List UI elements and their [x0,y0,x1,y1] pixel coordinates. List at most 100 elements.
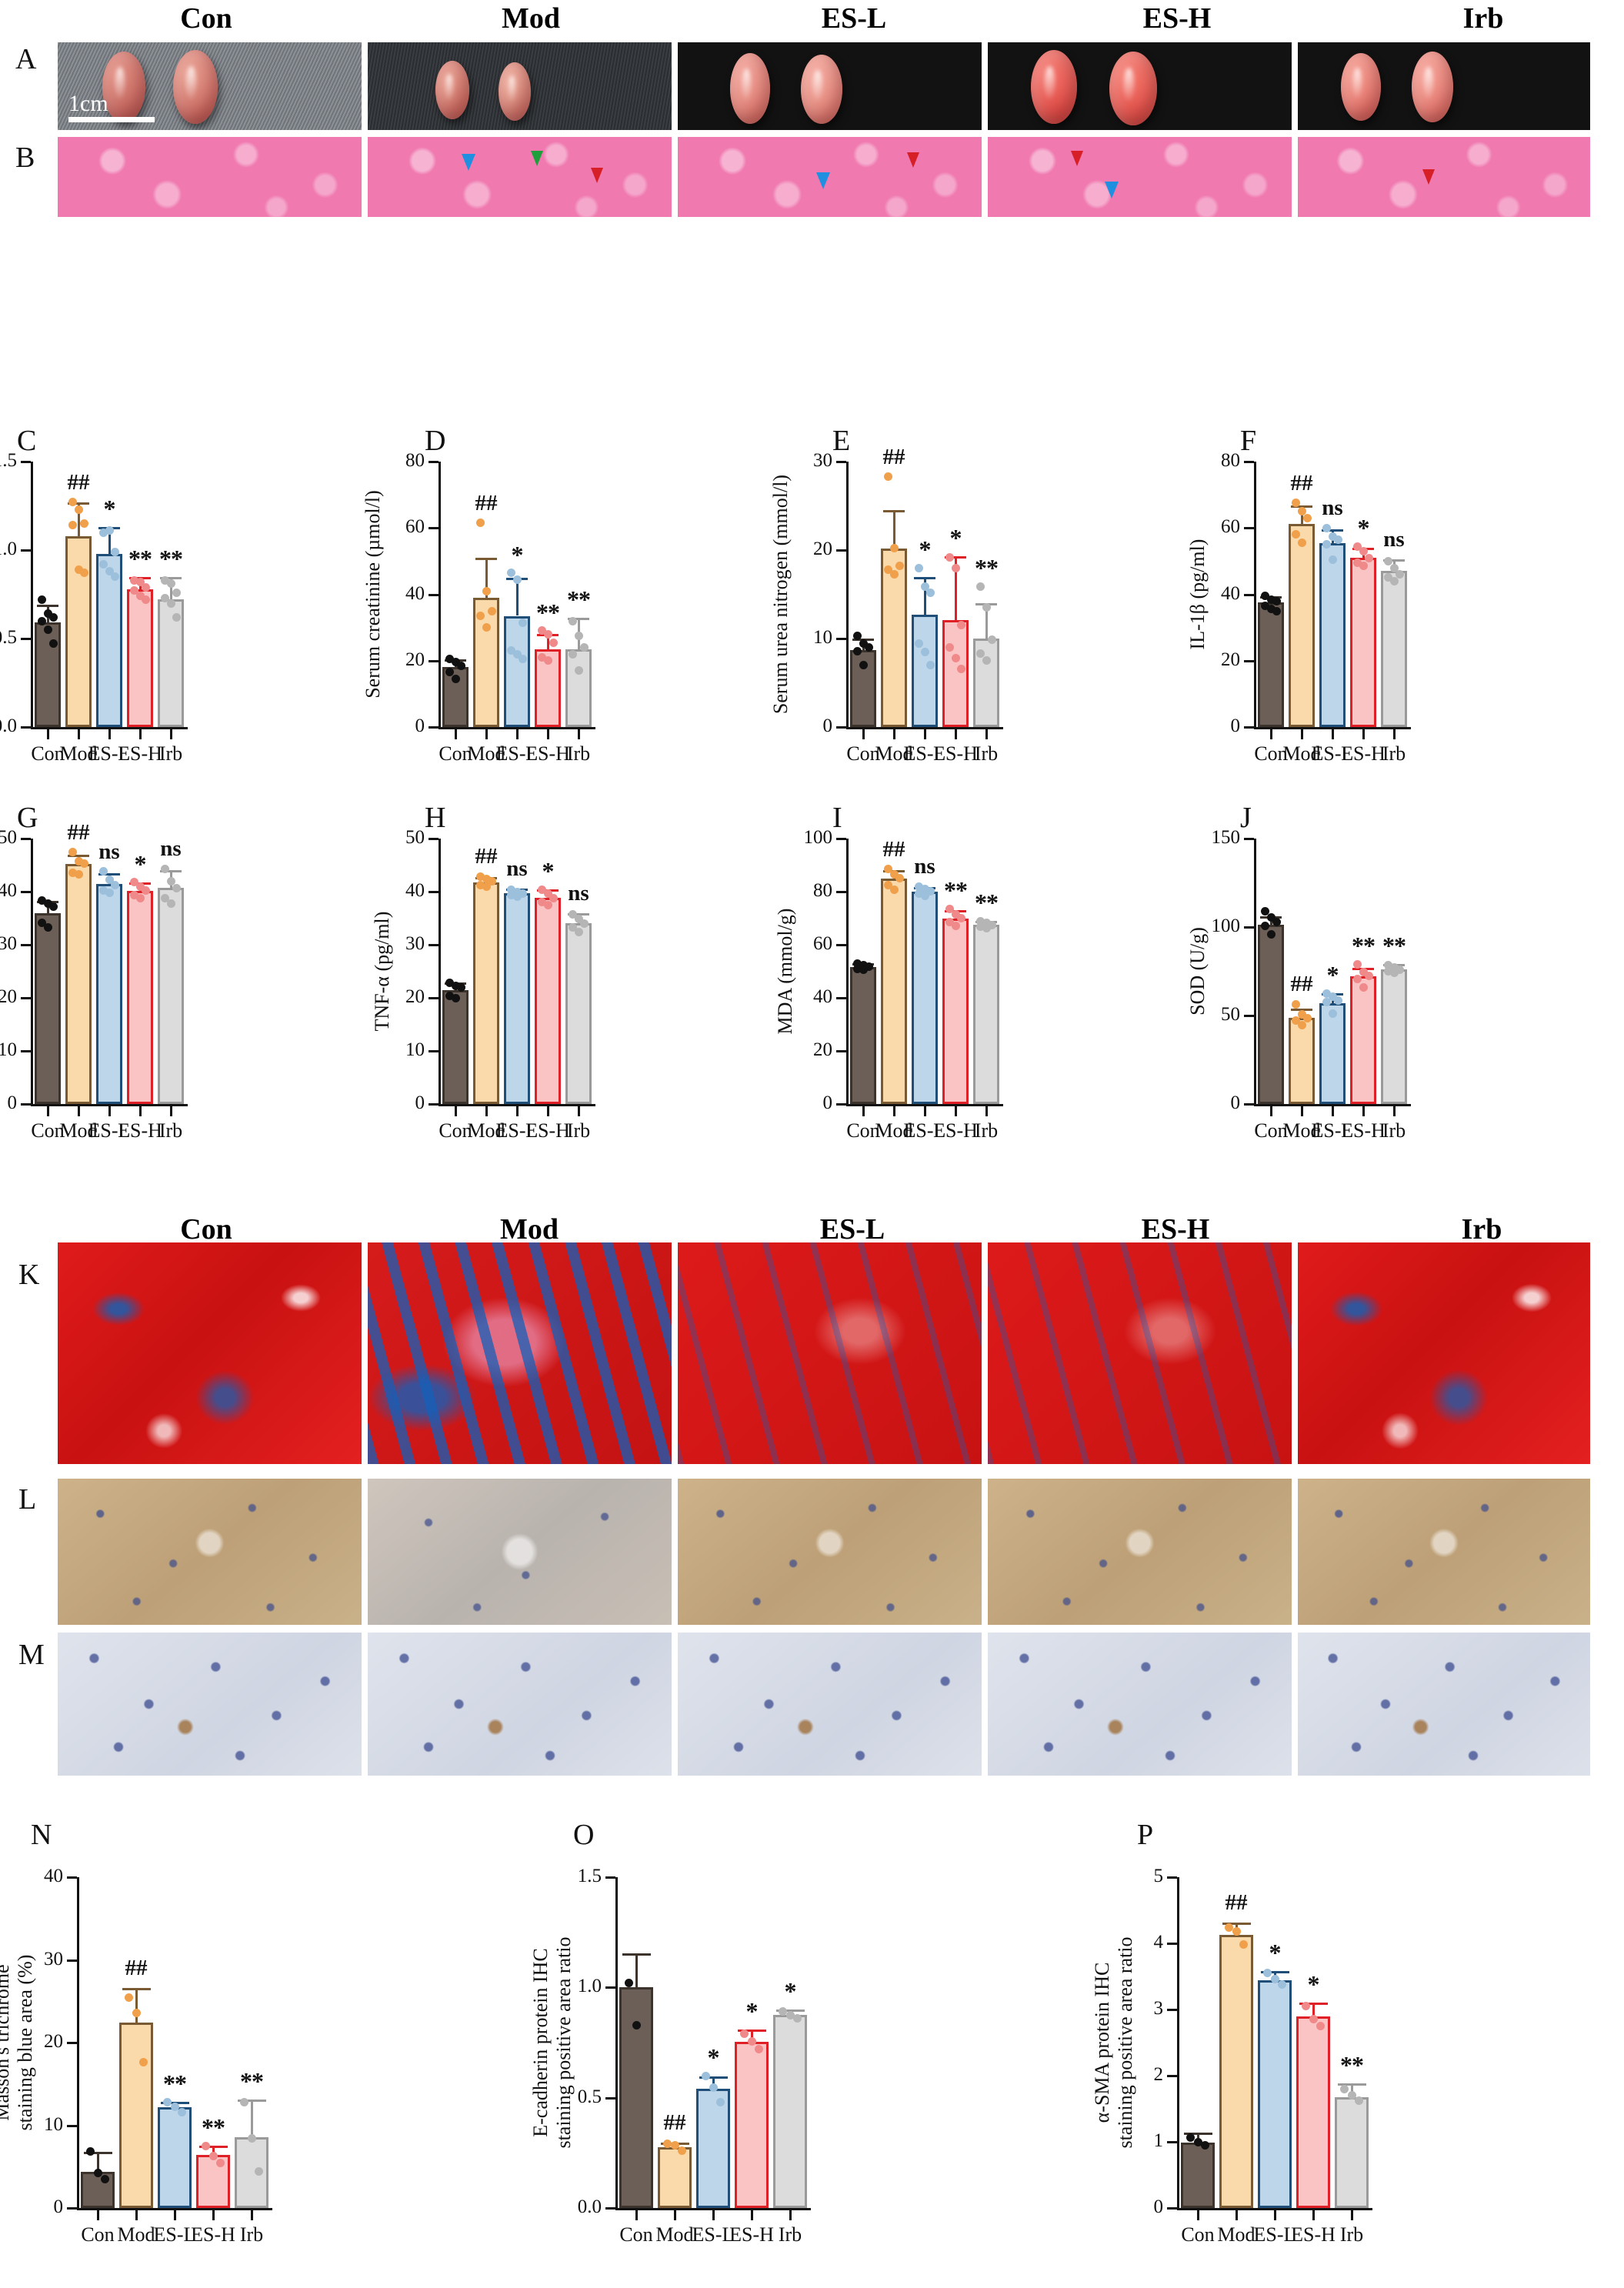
x-axis-label-es-l: ES-L [1311,1119,1354,1142]
x-axis-label-irb: Irb [158,742,183,765]
y-tick [836,549,846,552]
data-point [105,567,114,576]
bar-mod [658,2147,692,2208]
data-point [519,655,527,664]
y-tick-label: 30 [405,933,425,954]
data-point [161,575,169,585]
data-point [884,880,892,889]
error-cap [475,558,498,561]
x-axis-label-con: Con [1254,742,1288,765]
x-tick [577,1106,580,1116]
y-tick [67,2124,77,2127]
x-axis-label-es-l: ES-L [903,742,946,765]
y-tick-label: 40 [405,880,425,901]
significance-marker-es-h: * [1307,1970,1320,1999]
data-point [1334,535,1342,544]
data-point [1328,532,1337,541]
data-point [1316,2022,1326,2030]
data-point [859,960,868,969]
data-point [99,886,108,896]
y-tick [1167,2141,1177,2143]
error-cap [737,2029,766,2032]
x-axis-label-es-l: ES-L [153,2223,196,2246]
data-point [1272,606,1281,615]
data-point [915,889,923,899]
data-point [915,639,923,649]
x-axis-label-es-l: ES-L [88,742,131,765]
error-cap [1321,529,1344,532]
error-bar [892,510,895,549]
data-point [162,2097,172,2106]
data-point [135,893,145,902]
data-point [1355,2096,1364,2106]
data-point [172,588,181,597]
y-axis-label: MDA (mmol/g) [774,908,796,1035]
he-stain-mod [368,137,672,217]
data-point [74,857,83,866]
data-point [74,870,83,879]
x-tick [46,729,49,739]
x-tick [862,1106,865,1116]
error-bar [1312,2003,1315,2016]
bar-es-h [1296,2016,1330,2208]
y-tick [1244,461,1254,463]
asma-ihc-con [58,1633,362,1776]
bar-es-l [96,553,122,727]
bar-es-l [1258,1980,1292,2208]
he-stain-esl [678,137,982,217]
y-tick-label: 60 [405,516,425,538]
scale-bar-1cm: 1cm [68,92,155,122]
data-point [853,632,862,640]
data-point [130,890,138,899]
data-point [507,891,515,900]
y-tick-label: 20 [813,1039,832,1060]
data-point [976,922,985,931]
y-tick-label: 10 [813,627,832,648]
ecad-ihc-esh [988,1479,1292,1625]
x-axis [31,727,188,729]
y-axis [1177,1877,1179,2210]
significance-marker-es-h: * [134,849,147,878]
x-tick [954,1106,957,1116]
error-cap [98,872,121,876]
y-tick [605,1876,615,1879]
bar-con [1258,924,1284,1104]
bar-irb [1381,571,1407,727]
significance-marker-es-h: * [949,524,962,552]
data-point [43,899,52,908]
data-point [130,586,138,595]
data-point [1339,2084,1349,2093]
y-tick-label: 0 [415,715,425,736]
data-point [569,923,577,932]
x-tick [77,1106,80,1116]
panel-l-photo-strip [58,1479,1590,1625]
bar-con [442,989,469,1104]
y-axis-label: α-SMA protein IHC staining positive area … [1091,1936,1136,2149]
x-tick [1362,729,1365,739]
data-point [1384,556,1392,565]
panel-letter-n: N [31,1819,52,1851]
data-point [38,919,46,928]
y-tick-label: 20 [44,2031,63,2052]
bar-es-h [535,898,561,1104]
data-point [543,629,552,639]
data-point [853,964,862,973]
x-axis-label-es-l: ES-L [495,1119,539,1142]
asma-ihc-irb [1298,1633,1590,1776]
y-tick-label: 40 [813,986,832,1007]
y-tick-label: 0.0 [0,715,17,736]
x-axis-label-es-h: ES-H [1341,1119,1386,1142]
y-tick-label: 100 [1211,916,1241,936]
bar-mod [1219,1934,1253,2208]
significance-marker-mod: ## [1225,1890,1248,1916]
data-point [1353,959,1362,969]
x-tick [985,729,988,739]
y-tick-label: 40 [0,880,17,901]
data-point [170,2103,179,2112]
x-axis-label-irb: Irb [566,1119,591,1142]
data-point [1384,961,1392,969]
x-axis-label-con: Con [439,1119,472,1142]
significance-marker-es-h: * [745,1996,759,2025]
kidney-photo-con: 1cm [58,42,362,130]
y-tick-label: 20 [1221,649,1240,670]
